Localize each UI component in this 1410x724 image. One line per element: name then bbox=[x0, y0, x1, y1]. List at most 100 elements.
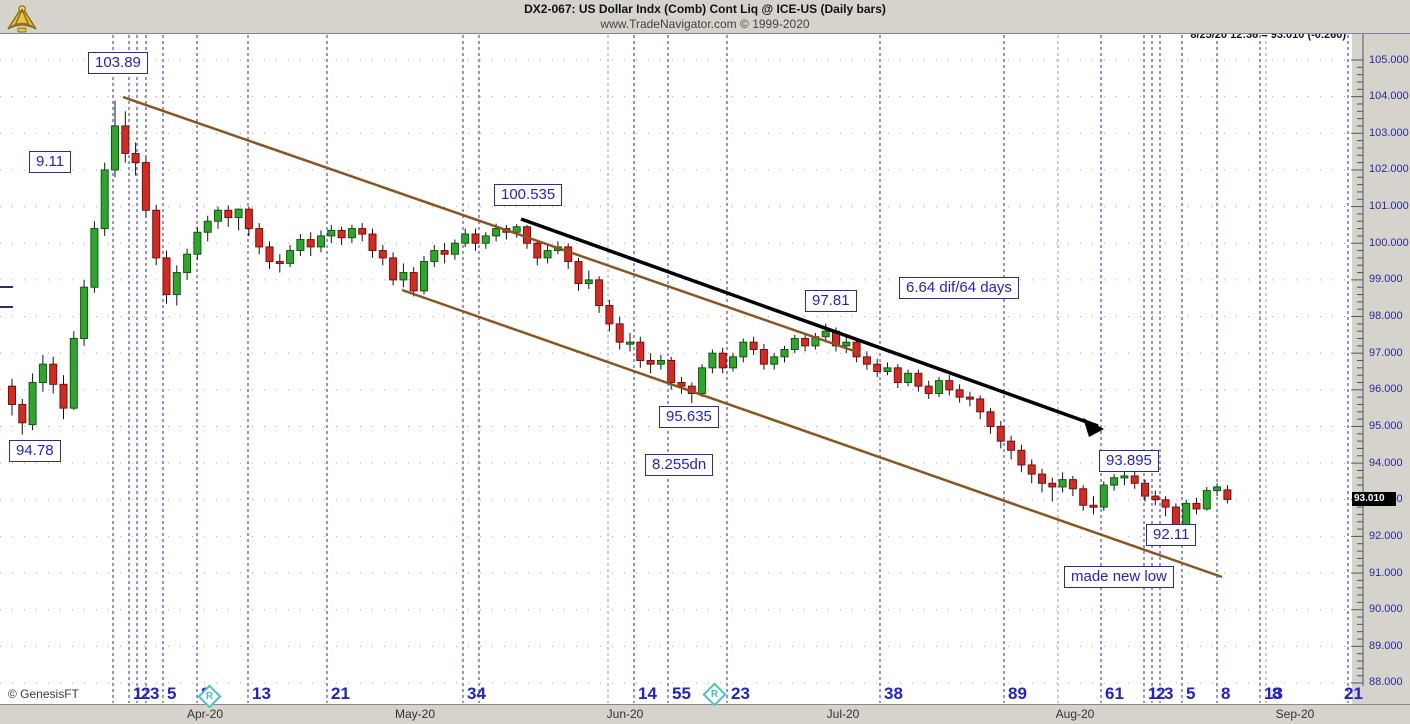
month-label: Aug-20 bbox=[1055, 707, 1095, 721]
measure-arrow bbox=[520, 217, 1099, 428]
day-count-label: 1 bbox=[133, 684, 143, 703]
candle-up bbox=[111, 125, 119, 171]
candle-down bbox=[1192, 502, 1201, 510]
annotation-box[interactable]: 103.89 bbox=[88, 52, 148, 74]
candle-down bbox=[131, 152, 140, 164]
day-count-label: 1 bbox=[1148, 684, 1158, 703]
candle-down bbox=[1130, 475, 1139, 484]
candle-up bbox=[69, 338, 78, 409]
candle-up bbox=[1213, 486, 1222, 492]
candle-down bbox=[914, 372, 923, 387]
candle-up bbox=[38, 363, 47, 383]
day-count-label: 55 bbox=[672, 684, 691, 703]
annotation-box[interactable]: 9.11 bbox=[29, 151, 72, 173]
price-label: 101.000 bbox=[1369, 200, 1409, 213]
candle-up bbox=[296, 239, 305, 252]
annotation-box[interactable]: 8.255dn bbox=[645, 454, 714, 476]
candle-down bbox=[677, 381, 686, 387]
month-label: Apr-20 bbox=[186, 707, 224, 721]
candle-down bbox=[924, 385, 933, 394]
candle-down bbox=[162, 257, 171, 296]
candle-down bbox=[759, 349, 768, 365]
candle-up bbox=[203, 220, 212, 233]
month-label: Jul-20 bbox=[826, 707, 860, 721]
candle-up bbox=[626, 341, 634, 345]
lower-channel-line bbox=[401, 288, 1223, 579]
candle-up bbox=[317, 235, 325, 248]
candle-up bbox=[780, 349, 789, 358]
annotation-box[interactable]: 93.895 bbox=[1099, 450, 1159, 472]
candle-down bbox=[852, 341, 861, 358]
chart-title: DX2-067: US Dollar Indx (Comb) Cont Liq … bbox=[524, 2, 886, 16]
candle-down bbox=[1171, 506, 1180, 526]
candle-up bbox=[790, 338, 799, 351]
price-label: 100.000 bbox=[1369, 236, 1409, 249]
candle-down bbox=[1079, 488, 1088, 506]
genesis-copyright: © GenesisFT bbox=[8, 687, 79, 701]
date-axis[interactable]: Apr-20 May-20 Jun-20 Jul-20 Aug-20 Sep-20 bbox=[0, 704, 1410, 724]
candle-down bbox=[718, 352, 727, 369]
candle-up bbox=[842, 341, 851, 347]
candle-up bbox=[420, 261, 428, 292]
candle-down bbox=[533, 242, 542, 259]
candle-up bbox=[729, 356, 737, 369]
candle-up bbox=[492, 228, 501, 237]
candle-up bbox=[770, 356, 779, 365]
candle-down bbox=[965, 396, 974, 400]
candle-down bbox=[1089, 504, 1098, 508]
candle-up bbox=[1110, 477, 1119, 486]
measure-arrow-head bbox=[1083, 418, 1104, 437]
price-label: 92.000 bbox=[1369, 529, 1403, 542]
candle-down bbox=[224, 209, 233, 219]
candle-down bbox=[945, 380, 954, 391]
month-label: Sep-20 bbox=[1275, 707, 1315, 721]
candle-up bbox=[193, 231, 202, 255]
candle-down bbox=[615, 323, 624, 343]
candle-down bbox=[667, 360, 676, 383]
day-count-label: 3 bbox=[150, 684, 160, 703]
annotation-box[interactable]: 92.11 bbox=[1146, 524, 1197, 546]
candle-up bbox=[543, 250, 552, 259]
price-label: 91.000 bbox=[1369, 566, 1403, 579]
candle-down bbox=[49, 363, 58, 385]
day-count-label: 23 bbox=[731, 684, 750, 703]
candle-up bbox=[883, 367, 892, 372]
day-count-label: 2 bbox=[1156, 684, 1166, 703]
candle-down bbox=[1141, 482, 1149, 497]
candle-up bbox=[1202, 490, 1211, 510]
candle-down bbox=[595, 279, 604, 307]
annotation-box[interactable]: 94.78 bbox=[9, 440, 61, 462]
price-label: 96.000 bbox=[1369, 383, 1403, 396]
candle-down bbox=[1048, 482, 1057, 488]
candle-up bbox=[172, 272, 181, 296]
day-count-label: 38 bbox=[884, 684, 903, 703]
price-label: 102.000 bbox=[1369, 163, 1409, 176]
day-count-label: 89 bbox=[1008, 684, 1027, 703]
day-count-label: 21 bbox=[331, 684, 350, 703]
candle-up bbox=[904, 372, 913, 383]
candle-down bbox=[801, 338, 810, 347]
price-label: 89.000 bbox=[1369, 639, 1403, 652]
price-label: 99.000 bbox=[1369, 273, 1403, 286]
annotation-box[interactable]: made new low bbox=[1064, 566, 1174, 588]
annotation-box[interactable]: 100.535 bbox=[494, 184, 563, 206]
price-label: 98.000 bbox=[1369, 310, 1403, 323]
candle-down bbox=[265, 246, 274, 263]
annotation-box[interactable]: 95.635 bbox=[659, 406, 719, 428]
candle-up bbox=[90, 228, 99, 288]
candle-up bbox=[821, 330, 830, 338]
annotation-box[interactable]: 6.64 dif/64 days bbox=[899, 277, 1019, 299]
candle-down bbox=[337, 229, 346, 239]
candle-up bbox=[286, 250, 295, 264]
annotation-box[interactable]: 97.81 bbox=[805, 290, 857, 312]
candle-up bbox=[183, 253, 192, 274]
candle-up bbox=[739, 341, 748, 358]
day-count-label: 21 bbox=[1344, 684, 1363, 703]
candle-down bbox=[646, 360, 655, 365]
month-label: May-20 bbox=[394, 707, 436, 721]
candle-down bbox=[244, 208, 253, 230]
candle-down bbox=[306, 239, 315, 248]
day-count-label: 8 bbox=[1221, 684, 1231, 703]
candle-down bbox=[1223, 489, 1232, 500]
